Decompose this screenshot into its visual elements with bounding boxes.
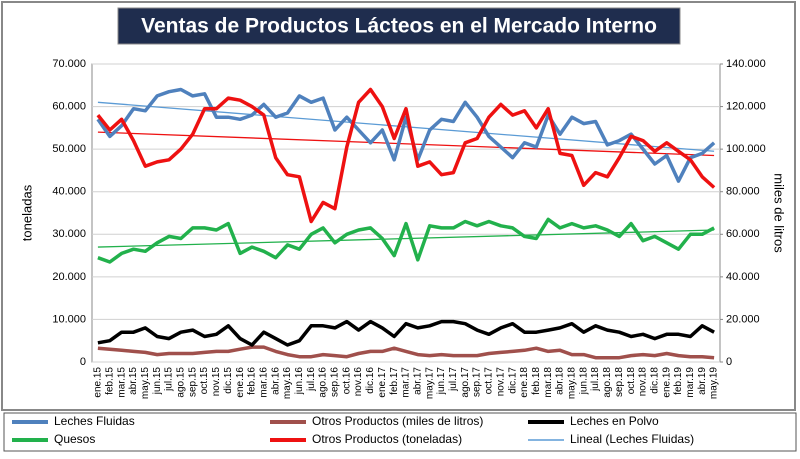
y2-tick-label: 0 [726,356,732,368]
x-tick-label: nov.17 [495,367,506,397]
x-tick-label: dic.17 [507,367,518,394]
x-tick-label: abr.17 [412,367,423,395]
x-tick-label: jul.18 [590,367,601,392]
x-tick-label: feb.19 [673,367,684,395]
y2-tick-label: 60.000 [726,228,760,240]
x-tick-label: mar.17 [401,367,412,398]
legend-label: Lineal (Leches Fluidas) [570,432,694,446]
x-tick-label: oct.17 [484,367,495,395]
legend-label: Quesos [54,432,95,446]
x-tick-label: dic.15 [223,367,234,394]
x-tick-label: mar.19 [685,367,696,398]
y-tick-label: 20.000 [52,271,86,283]
y-tick-label: 60.000 [52,100,86,112]
x-tick-label: jun.15 [152,367,163,396]
x-tick-label: ene.15 [93,367,104,398]
y-tick-label: 0 [80,356,86,368]
x-tick-label: jul.17 [448,367,459,392]
x-tick-label: sep.18 [614,367,625,397]
x-tick-label: may.19 [709,367,720,399]
x-tick-label: may.18 [567,367,578,399]
series-line [96,87,716,224]
series-line [97,319,715,347]
x-tick-label: feb.16 [247,367,258,395]
legend-box [3,412,797,452]
y2-tick-label: 120.000 [726,100,766,112]
trend-line [97,131,715,157]
x-tick-label: nov.18 [638,367,649,397]
legend-label: Leches en Polvo [570,414,659,428]
x-tick-label: feb.15 [104,367,115,395]
legend-label: Leches Fluidas [54,414,135,428]
x-tick-label: dic.18 [649,367,660,394]
x-tick-label: ago.15 [176,367,187,398]
x-tick-label: ago.16 [318,367,329,398]
x-tick-label: nov.15 [211,367,222,397]
x-tick-label: mar.15 [116,367,127,398]
x-tick-label: jul.15 [164,367,175,392]
y-tick-label: 10.000 [52,313,86,325]
x-tick-label: abr.19 [697,367,708,395]
x-tick-label: may.15 [140,367,151,399]
x-tick-label: feb.18 [531,367,542,395]
y2-axis-title: miles de litros [772,173,787,253]
y-tick-label: 40.000 [52,186,86,198]
legend-label: Otros Productos (miles de litros) [312,414,483,428]
x-tick-label: mar.16 [258,367,269,398]
x-tick-label: abr.15 [128,367,139,395]
x-tick-label: sep.17 [472,367,483,397]
y-tick-label: 30.000 [52,228,86,240]
x-tick-label: ago.18 [602,367,613,398]
x-tick-label: ene.17 [377,367,388,398]
x-tick-label: ago.17 [460,367,471,398]
x-tick-label: oct.15 [199,367,210,395]
x-tick-label: dic.16 [365,367,376,394]
x-tick-label: may.16 [282,367,293,399]
y2-tick-label: 80.000 [726,186,760,198]
x-tick-label: abr.16 [270,367,281,395]
x-tick-label: oct.16 [341,367,352,395]
legend-label: Otros Productos (toneladas) [312,432,462,446]
y2-tick-label: 40.000 [726,271,760,283]
x-tick-label: oct.18 [626,367,637,395]
series-line [97,217,715,264]
y2-tick-label: 140.000 [726,58,766,70]
x-tick-label: sep.15 [187,367,198,397]
y-tick-label: 50.000 [52,143,86,155]
y2-tick-label: 100.000 [726,143,766,155]
series-line [97,345,715,360]
x-tick-label: ene.16 [235,367,246,398]
x-tick-label: nov.16 [353,367,364,397]
y-axis-title: toneladas [19,184,34,241]
title-box [117,7,681,45]
x-tick-label: may.17 [424,367,435,399]
chart-title: Ventas de Productos Lácteos en el Mercad… [141,15,657,38]
x-tick-label: mar.18 [543,367,554,398]
x-tick-label: ene.19 [661,367,672,398]
x-tick-label: jun.18 [578,367,589,396]
x-tick-label: jun.17 [436,367,447,396]
y2-tick-label: 20.000 [726,313,760,325]
x-tick-label: abr.18 [555,367,566,395]
x-tick-label: jun.16 [294,367,305,396]
x-tick-label: jul.16 [306,367,317,392]
x-tick-label: feb.17 [389,367,400,395]
x-tick-label: ene.18 [519,367,530,398]
x-tick-label: sep.16 [330,367,341,397]
y-tick-label: 70.000 [52,58,86,70]
